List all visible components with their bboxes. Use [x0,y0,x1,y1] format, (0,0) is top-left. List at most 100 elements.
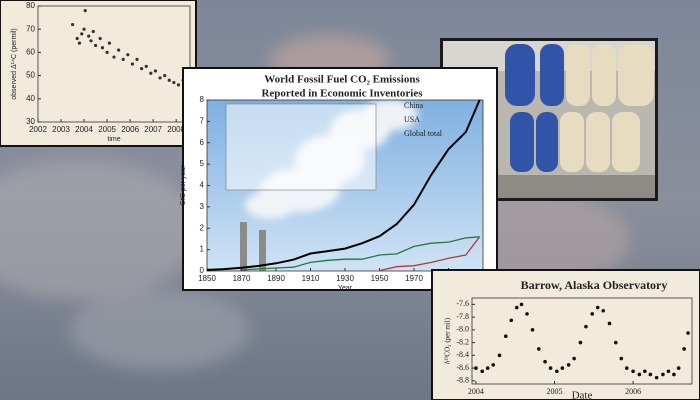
chimney [259,230,266,271]
x-tick-label: 2004 [468,387,484,396]
data-point [153,69,158,73]
y-tick-label: 30 [26,117,35,126]
y-tick-label: 4 [200,181,205,190]
y-tick-label: 5 [200,159,205,168]
x-tick-label: 2005 [547,387,563,396]
y-tick-label: 3 [200,202,205,211]
plot-area [37,5,191,123]
data-point [672,372,676,377]
data-point [121,57,125,61]
chart-panel: -7.6 -7.8 -8.0 -8.2 -8.4 -8.6 -8.8 2004 2005 2006… [431,269,700,400]
y-tick-label: 80 [26,1,35,10]
plot-area [471,297,693,385]
y-axis-label: GtC per year [180,165,187,206]
data-point [158,76,162,80]
y-tick-label: -8.4 [456,350,469,359]
x-tick-label: 2002 [29,125,47,134]
data-point [167,78,171,82]
y-tick-label: -8.6 [456,363,469,372]
data-point [93,43,98,48]
x-tick-label: 1910 [302,274,320,283]
data-point [654,375,659,380]
data-point [624,366,629,370]
x-tick-label: 2006 [121,125,139,134]
data-point [70,22,75,27]
data-point [89,39,93,43]
data-point [607,321,612,326]
data-point [514,305,519,310]
x-tick-label: 1890 [267,274,285,283]
data-point [503,334,508,339]
chart-title: Barrow, Alaska Observatory [521,278,668,292]
y-tick-label: -8.8 [456,376,469,385]
data-point [661,372,665,377]
x-tick-label: 2003 [52,125,70,134]
y-tick-label: 8 [200,95,205,104]
x-axis-label: Date [572,390,593,400]
data-point [637,372,642,377]
data-point [519,302,524,307]
x-tick-label: 1870 [233,274,251,283]
series-line [206,99,481,271]
y-tick-label: 50 [26,71,35,80]
legend-label: USA [404,115,420,124]
data-point [566,363,571,367]
data-point [590,312,595,316]
chart-panel: 30 40 50 60 70 80 2002 2003 2004 2005 2006 2007 2008… [0,0,197,147]
data-point [509,318,514,323]
data-point [176,83,181,87]
x-tick-label: 1950 [371,274,389,283]
y-tick-label: 2 [200,223,205,232]
data-point [497,353,502,358]
data-point [474,366,478,370]
data-point [82,27,86,31]
data-point [676,366,681,370]
y-tick-label: -8.2 [456,337,469,346]
inset-box [225,103,377,191]
y-tick-label: 7 [200,116,205,125]
y-tick-label: 70 [26,24,35,33]
y-axis-label: δ¹³CO₂ (per mil) [444,317,452,364]
data-point [80,32,84,36]
chart-panel: 0123456781850187018901910193019501970199… [180,67,498,292]
data-point [560,366,565,370]
data-point [149,71,153,75]
x-tick-label: 2005 [98,125,116,134]
chart-title: World Fossil Fuel CO₂ Emissions [264,74,420,86]
y-tick-label: 0 [200,266,205,275]
data-point [144,64,148,68]
y-tick-label: 6 [200,138,205,147]
data-point [666,369,671,374]
data-point [595,305,600,310]
data-point [555,369,559,374]
data-point [172,80,176,85]
data-point [648,372,653,377]
data-point [682,347,686,351]
y-axis-label: observed Δ¹⁴C (permil) [11,28,18,99]
y-tick-label: 1 [200,245,205,254]
data-point [536,347,541,351]
data-point [686,331,690,335]
smoke-puff [245,191,295,219]
data-point [491,363,496,367]
data-point [75,36,79,41]
y-tick-label: 60 [26,48,35,57]
chimney [240,222,247,271]
data-point [613,340,618,345]
data-point [543,359,547,364]
data-point [643,369,647,374]
data-point [100,46,105,50]
data-point [619,356,624,361]
legend-label: China [404,101,424,110]
y-tick-label: -8.0 [456,325,469,334]
x-tick-label: 1970 [405,274,423,283]
y-tick-label: -7.6 [456,299,469,308]
data-point [112,55,116,59]
x-tick-label: 2007 [144,125,162,134]
data-point [578,340,583,345]
data-point [126,53,130,57]
data-point [140,67,144,71]
x-tick-label: 1930 [336,274,354,283]
x-tick-label: 1850 [198,274,216,283]
